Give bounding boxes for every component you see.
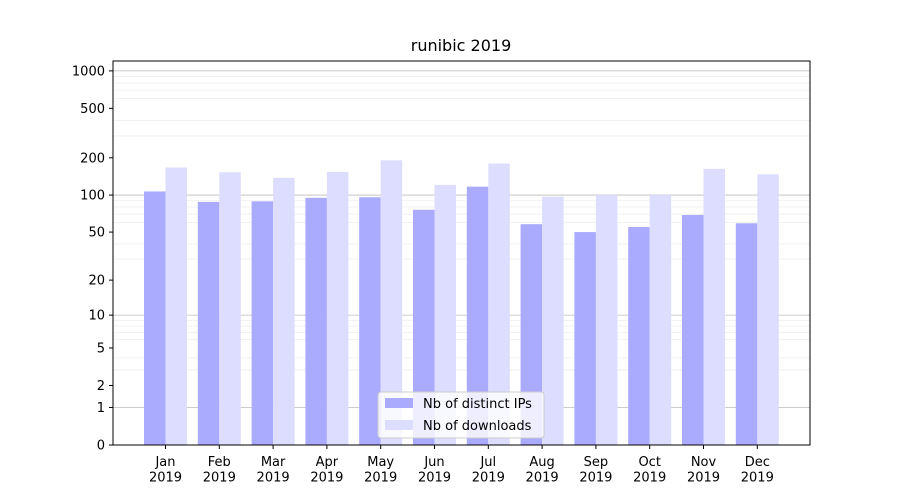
bar-downloads-11: [703, 168, 725, 446]
legend-label-distinct-ips: Nb of distinct IPs: [423, 397, 532, 412]
y-tick-label: 0: [97, 439, 105, 454]
y-tick-label: 5: [97, 341, 105, 356]
x-tick-label: Sep 2019: [579, 455, 612, 486]
x-tick-label: Aug 2019: [526, 455, 559, 486]
bar-downloads-10: [649, 195, 672, 445]
x-tick-label: Dec 2019: [741, 455, 774, 486]
bar-downloads-3: [273, 177, 295, 445]
plot-frame: [112, 60, 811, 446]
bar-distinct-ips-3: [251, 201, 274, 445]
bar-downloads-9: [595, 195, 618, 445]
y-tick-label: 100: [80, 189, 105, 204]
y-tick-label: 20: [88, 274, 105, 289]
bar-distinct-ips-9: [574, 232, 596, 445]
bar-distinct-ips-7: [466, 186, 489, 445]
x-tick-label: Apr 2019: [310, 455, 343, 486]
chart-title: runibic 2019: [411, 36, 512, 55]
x-tick-label: May 2019: [364, 455, 397, 486]
x-tick-label: Feb 2019: [203, 455, 236, 486]
y-tick-label: 10: [88, 309, 105, 324]
legend-frame: [377, 391, 545, 439]
bar-downloads-4: [326, 171, 349, 446]
y-tick-label: 500: [80, 102, 105, 117]
x-axis: Jan 2019 Feb 2019 Mar 2019 Apr 2019 May 2019 Jun 20…: [149, 445, 774, 486]
legend: Nb of distinct IPs Nb of downloads: [377, 391, 545, 439]
bar-distinct-ips-8: [520, 224, 543, 445]
bar-distinct-ips-5: [359, 197, 381, 445]
x-tick-label: Nov 2019: [687, 455, 720, 486]
bar-distinct-ips-6: [413, 209, 435, 445]
bar-downloads-6: [434, 184, 456, 445]
bar-distinct-ips-12: [735, 223, 758, 445]
bar-downloads-2: [219, 172, 241, 445]
x-tick-label: Jan 2019: [149, 455, 182, 486]
legend-swatch-distinct-ips: [385, 398, 413, 408]
y-tick-label: 1: [97, 401, 105, 416]
legend-label-downloads: Nb of downloads: [423, 419, 532, 434]
bar-downloads-5: [380, 160, 403, 445]
bar-distinct-ips-2: [197, 201, 220, 445]
bar-distinct-ips-4: [305, 197, 327, 445]
y-axis: 0 1 2 5 10 20 50 100 200 500 1000: [72, 64, 113, 454]
bar-distinct-ips-11: [682, 214, 704, 445]
bar-downloads-1: [165, 167, 187, 445]
bar-downloads-12: [757, 174, 779, 445]
y-tick-label: 1000: [72, 64, 105, 79]
x-tick-label: Jun 2019: [418, 455, 451, 486]
bars: [144, 160, 779, 446]
bar-distinct-ips-1: [144, 191, 166, 445]
x-tick-label: Oct 2019: [633, 455, 666, 486]
x-tick-label: Jul 2019: [472, 455, 505, 486]
y-tick-label: 200: [80, 151, 105, 166]
y-tick-label: 2: [97, 379, 105, 394]
bar-downloads-8: [542, 196, 564, 445]
bar-downloads-7: [488, 163, 510, 445]
x-tick-label: Mar 2019: [257, 455, 290, 486]
y-tick-label: 50: [88, 226, 105, 241]
bar-distinct-ips-10: [628, 227, 650, 445]
legend-swatch-downloads: [385, 420, 413, 430]
